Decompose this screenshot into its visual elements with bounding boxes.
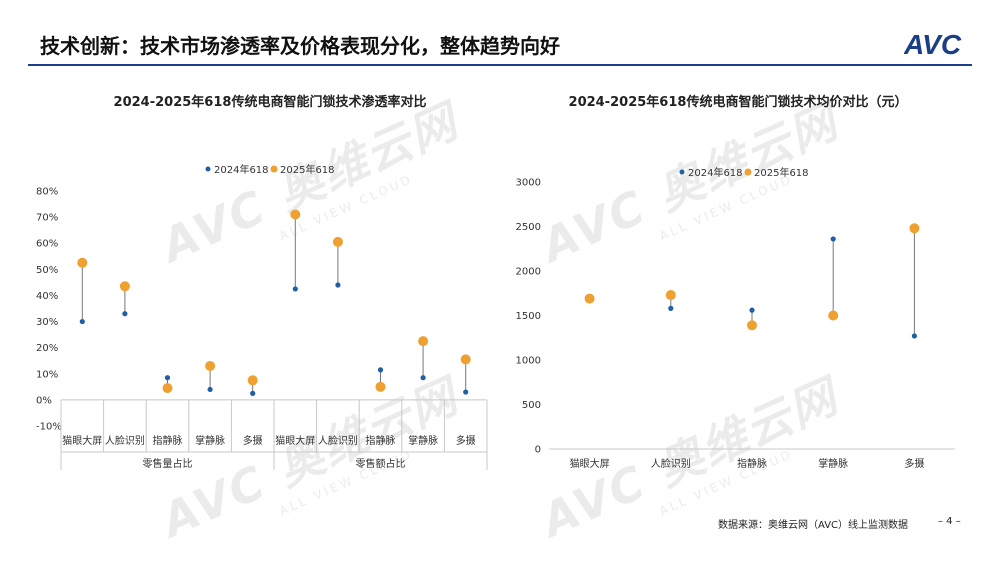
data-point-2024 — [377, 367, 384, 373]
data-point-2025 — [77, 257, 88, 268]
x-tick-label: 掌静脉 — [408, 434, 438, 447]
legend-label: 2024年618 — [214, 163, 269, 176]
data-point-2025 — [665, 290, 676, 301]
y-tick-label: 2500 — [516, 222, 541, 233]
data-point-2024 — [911, 333, 918, 339]
data-point-2025 — [418, 336, 429, 347]
x-tick-label: 多摄 — [456, 434, 476, 447]
x-tick-label: 多摄 — [904, 457, 924, 470]
data-point-2024 — [207, 386, 213, 393]
data-point-2025 — [119, 281, 130, 292]
data-point-2025 — [205, 360, 216, 371]
y-tick-label: 1500 — [516, 311, 541, 322]
chart-title: 2024-2025年618传统电商智能门锁技术渗透率对比 — [114, 94, 427, 110]
x-tick-label: 人脸识别 — [318, 434, 358, 447]
legend-marker — [679, 169, 685, 175]
data-point-2024 — [420, 375, 426, 381]
avc-logo-text: AVC — [904, 29, 962, 58]
penetration-rate-chart: 2024-2025年618传统电商智能门锁技术渗透率对比 2024年618 2025… — [36, 94, 488, 470]
x-tick-label: 多摄 — [243, 434, 263, 447]
data-point-2025 — [909, 223, 920, 234]
data-point-2024 — [668, 305, 674, 311]
x-tick-label: 猫眼大屏 — [62, 434, 102, 447]
data-source-note: 数据来源：奥维云网（AVC）线上监测数据 — [718, 520, 909, 531]
title-divider — [28, 64, 972, 66]
y-tick-label: 60% — [36, 239, 58, 250]
x-tick-label: 人脸识别 — [105, 434, 145, 447]
data-point-2025 — [460, 354, 471, 365]
data-point-2025 — [747, 320, 757, 331]
y-tick-label: 70% — [36, 213, 58, 224]
legend-label: 2024年618 — [688, 166, 743, 179]
data-point-2024 — [749, 307, 755, 313]
legend-marker — [205, 166, 211, 172]
data-point-2024 — [292, 286, 298, 292]
category-group-label: 零售量占比 — [143, 457, 193, 470]
data-point-2025 — [162, 383, 173, 394]
y-tick-label: 2000 — [516, 267, 541, 278]
data-point-2024 — [79, 318, 85, 325]
data-point-2024 — [463, 389, 469, 395]
data-point-2024 — [250, 390, 256, 396]
y-tick-label: 50% — [36, 265, 58, 276]
data-point-2025 — [332, 236, 343, 247]
y-tick-label: 20% — [36, 343, 58, 354]
y-tick-label: 80% — [36, 187, 58, 198]
data-point-2024 — [335, 282, 341, 288]
data-point-2025 — [828, 310, 839, 321]
x-tick-label: 猫眼大屏 — [570, 457, 610, 470]
y-tick-label: 0 — [535, 445, 541, 456]
category-group-label: 零售额占比 — [356, 457, 406, 470]
page-title: 技术创新：技术市场渗透率及价格表现分化，整体趋势向好 — [40, 34, 560, 58]
y-tick-label: -10% — [36, 422, 62, 433]
y-tick-label: 3000 — [516, 178, 541, 189]
legend-marker — [744, 168, 752, 176]
page-number: – 4 – — [938, 516, 961, 527]
x-tick-label: 指静脉 — [737, 457, 767, 470]
data-point-2024 — [164, 375, 171, 381]
data-point-2024 — [122, 311, 128, 317]
data-point-2024 — [830, 236, 836, 242]
legend-marker — [270, 165, 278, 173]
y-tick-label: 0% — [36, 395, 52, 406]
data-point-2025 — [290, 209, 301, 220]
legend-label: 2025年618 — [754, 166, 809, 179]
data-point-2025 — [247, 375, 258, 386]
x-tick-label: 指静脉 — [153, 434, 183, 447]
y-tick-label: 1000 — [516, 356, 541, 367]
legend-label: 2025年618 — [280, 163, 335, 176]
data-point-2025 — [584, 293, 595, 304]
y-tick-label: 10% — [36, 369, 58, 380]
x-tick-label: 猫眼大屏 — [275, 434, 315, 447]
chart-title: 2024-2025年618传统电商智能门锁技术均价对比（元） — [569, 94, 908, 110]
average-price-chart: 2024-2025年618传统电商智能门锁技术均价对比（元） 2024年618 20… — [516, 94, 955, 470]
x-tick-label: 掌静脉 — [195, 434, 225, 447]
x-tick-label: 人脸识别 — [651, 457, 691, 470]
y-tick-label: 500 — [522, 400, 541, 411]
y-tick-label: 30% — [36, 317, 58, 328]
data-point-2025 — [375, 381, 386, 392]
x-tick-label: 掌静脉 — [818, 457, 848, 470]
avc-logo: AVC — [904, 29, 962, 58]
y-tick-label: 40% — [36, 291, 58, 302]
x-tick-label: 指静脉 — [366, 434, 396, 447]
